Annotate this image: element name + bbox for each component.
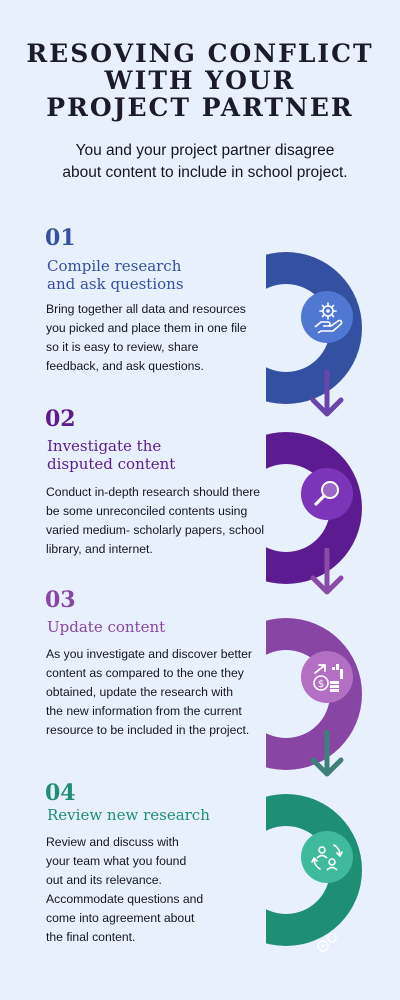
step-body-line: the final content. bbox=[46, 930, 136, 944]
arrow-down-icon bbox=[310, 730, 344, 777]
step-body-line: content as compared to the one they bbox=[46, 666, 244, 680]
subtitle: You and your project partner disagree ab… bbox=[30, 140, 380, 184]
step-heading-line: Compile research bbox=[47, 257, 182, 275]
step-body-line: Bring together all data and resources bbox=[46, 302, 246, 316]
step-number: 04 bbox=[45, 780, 76, 806]
step-arc bbox=[266, 432, 362, 584]
step-heading: Compile research and ask questions bbox=[47, 257, 184, 293]
step-body-line: obtained, update the research with bbox=[46, 685, 234, 699]
step-heading-line: Update content bbox=[47, 618, 166, 636]
step-body-line: so it is easy to review, share bbox=[46, 340, 199, 354]
subtitle-line: You and your project partner disagree bbox=[75, 142, 335, 159]
subtitle-line: about content to include in school proje… bbox=[62, 164, 348, 181]
step-body-line: Accommodate questions and bbox=[46, 892, 204, 906]
step-body-line: you picked and place them in one file bbox=[46, 321, 247, 335]
magnifier-icon bbox=[301, 468, 353, 520]
step-heading-line: and ask questions bbox=[47, 275, 184, 293]
exchange-people-icon bbox=[301, 831, 353, 883]
step-body: As you investigate and discover better c… bbox=[46, 645, 252, 740]
step-number: 01 bbox=[45, 225, 76, 251]
step-heading: Review new research bbox=[47, 806, 210, 824]
svg-text:$: $ bbox=[318, 679, 324, 690]
arrow-down-icon bbox=[310, 548, 344, 595]
step-heading-line: Investigate the bbox=[47, 437, 162, 455]
step-body-line: resource to be included in the project. bbox=[46, 723, 250, 737]
step-number: 02 bbox=[45, 406, 76, 432]
title-line: WITH YOUR bbox=[104, 66, 296, 95]
page-title: RESOVING CONFLICT WITH YOUR PROJECT PART… bbox=[0, 40, 400, 121]
step-heading-line: Review new research bbox=[47, 806, 210, 824]
step-body-line: the new information from the current bbox=[46, 704, 242, 718]
step-body-line: As you investigate and discover better bbox=[46, 647, 252, 661]
step-heading: Update content bbox=[47, 618, 165, 636]
step-body-line: come into agreement about bbox=[46, 911, 195, 925]
step-number: 03 bbox=[45, 587, 76, 613]
gears-icon bbox=[317, 933, 337, 952]
arrow-down-icon bbox=[310, 370, 344, 417]
step-body-line: be some unreconciled contents using bbox=[46, 504, 248, 518]
step-heading: Investigate the disputed content bbox=[47, 437, 175, 473]
growth-coins-icon: $ bbox=[301, 651, 353, 703]
step-body-line: Conduct in-depth research should there bbox=[46, 485, 261, 499]
step-body-line: varied medium- scholarly papers, school bbox=[46, 523, 265, 537]
step-body-line: feedback, and ask questions. bbox=[46, 359, 204, 373]
step-body-line: Review and discuss with bbox=[46, 835, 179, 849]
title-line: PROJECT PARTNER bbox=[46, 93, 354, 122]
title-line: RESOVING CONFLICT bbox=[26, 39, 374, 68]
step-body: Review and discuss with your team what y… bbox=[46, 833, 203, 947]
step-body-line: library, and internet. bbox=[46, 542, 153, 556]
step-body-line: your team what you found bbox=[46, 854, 187, 868]
step-heading-line: disputed content bbox=[47, 455, 176, 473]
step-body-line: out and its relevance. bbox=[46, 873, 162, 887]
hand-gear-icon bbox=[301, 291, 353, 343]
step-body: Bring together all data and resources yo… bbox=[46, 300, 247, 376]
step-body: Conduct in-depth research should there b… bbox=[46, 483, 264, 559]
